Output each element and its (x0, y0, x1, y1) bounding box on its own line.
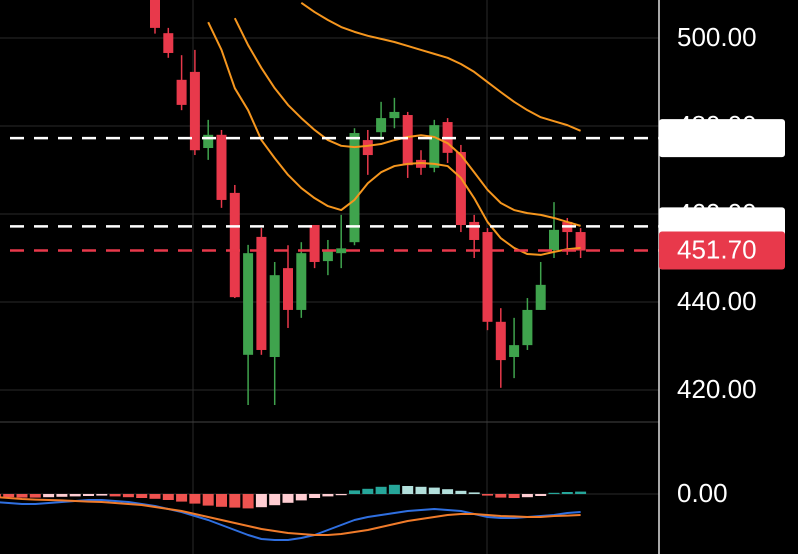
histogram-bar (242, 494, 254, 509)
candle-body (349, 133, 360, 243)
histogram-bar (335, 494, 347, 496)
candle-body (256, 236, 267, 350)
y-tick-label: 440.00 (677, 286, 757, 316)
candle-body (216, 134, 227, 200)
candle-body (203, 134, 214, 149)
candle-body (549, 229, 559, 251)
histogram-bar (29, 494, 41, 498)
histogram-bar (0, 494, 1, 498)
histogram-bar (455, 490, 467, 494)
price-tag-label: 451.70 (677, 234, 757, 264)
histogram-bar (295, 494, 307, 501)
histogram-bar (482, 494, 493, 496)
candle-body (535, 284, 546, 310)
histogram-bar (109, 494, 121, 497)
candle-body (402, 115, 413, 166)
histogram-bar (229, 494, 241, 508)
histogram-bar (468, 492, 480, 494)
histogram-bar (535, 494, 547, 496)
candle-body (482, 232, 493, 322)
candle-body (469, 221, 480, 240)
histogram-bar (402, 486, 414, 494)
candle-body (509, 345, 520, 358)
histogram-bar (575, 491, 587, 494)
candle-body (176, 79, 187, 105)
indicator-line (300, 1, 581, 132)
histogram-bar (322, 494, 334, 497)
histogram-bar (122, 494, 134, 498)
candle-body (163, 33, 174, 53)
histogram-bar (561, 492, 573, 494)
candle-body (575, 232, 586, 251)
histogram-bar (216, 494, 227, 507)
y-tick-label: 420.00 (677, 374, 757, 404)
candle-body (389, 111, 400, 119)
histogram-bar (521, 494, 533, 498)
candle-body (429, 125, 440, 168)
histogram-bar (255, 494, 267, 508)
candle-body (336, 248, 347, 254)
candle-body (296, 253, 307, 310)
candle-body (309, 225, 320, 262)
histogram-bar (136, 494, 148, 498)
histogram-bar (162, 494, 174, 500)
histogram-bar (349, 490, 360, 494)
histogram-bar (202, 494, 214, 506)
histogram-bar (176, 494, 188, 502)
candle-body (362, 140, 373, 156)
histogram-bar (428, 487, 440, 494)
macd-panel (0, 484, 587, 541)
histogram-bar (442, 489, 454, 494)
candle-body (495, 321, 506, 361)
candle-body (229, 192, 240, 298)
candle-body (283, 268, 293, 310)
histogram-bar (375, 486, 387, 494)
histogram-bar (83, 494, 94, 496)
price-tag-label: 477.25 (677, 122, 757, 152)
candle-body (189, 71, 200, 151)
indicator-line (0, 496, 581, 536)
histogram-bar (388, 484, 400, 494)
candle-body (376, 118, 387, 133)
histogram-bar (269, 494, 281, 506)
histogram-bar (309, 494, 321, 498)
histogram-bar (282, 494, 294, 503)
candle-body (322, 250, 333, 262)
price-tag (659, 119, 785, 158)
histogram-bar (149, 494, 161, 499)
price-panel (10, 0, 659, 405)
price-tag (659, 231, 785, 270)
indicator-line (0, 499, 581, 541)
histogram-bar (43, 494, 55, 498)
histogram-bar (56, 494, 68, 497)
candle-body (150, 0, 160, 28)
histogram-bar (548, 492, 560, 494)
histogram-bar (96, 494, 108, 496)
histogram-bar (69, 494, 81, 497)
candle-body (243, 253, 254, 355)
candle-body (455, 151, 466, 226)
histogram-bar (495, 494, 507, 498)
histogram-bar (508, 494, 520, 498)
y-tick-label: 500.00 (677, 22, 757, 52)
candle-body (269, 275, 280, 358)
candle-body (522, 309, 533, 346)
histogram-bar (415, 486, 427, 494)
histogram-bar (3, 494, 15, 498)
histogram-bar (362, 488, 374, 494)
histogram-bar (189, 494, 201, 504)
y-tick-label: 0.00 (677, 478, 728, 508)
histogram-bar (16, 494, 28, 498)
